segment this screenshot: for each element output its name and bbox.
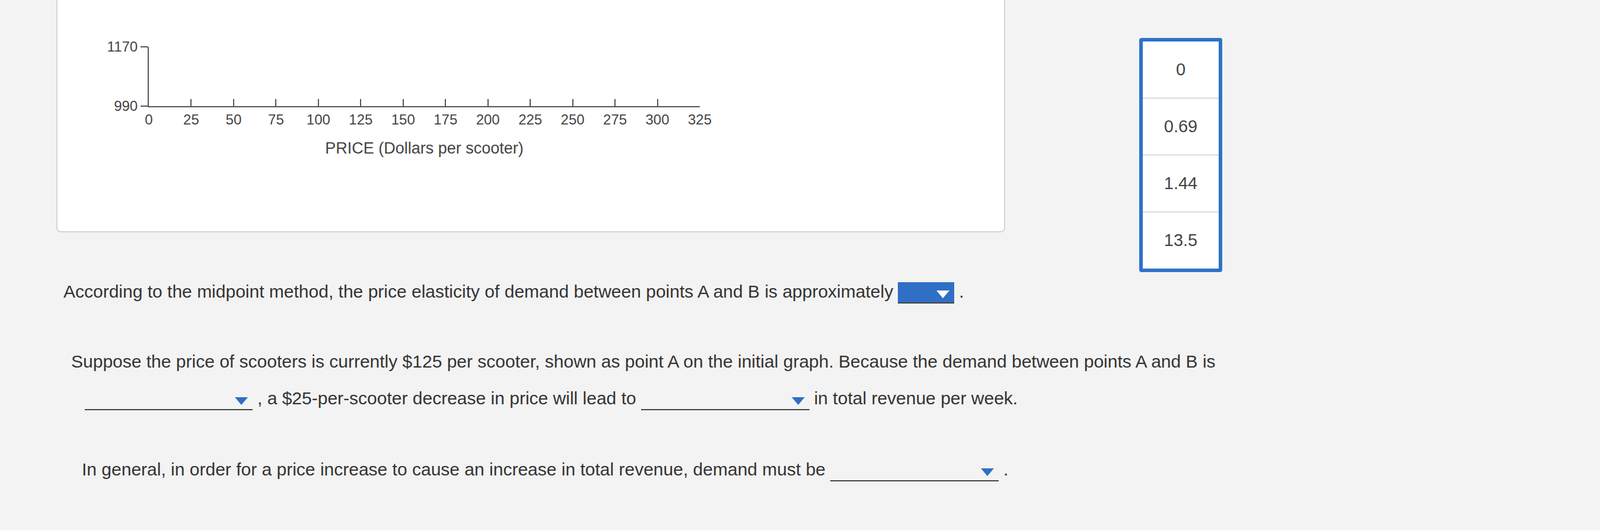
html-text:According to the midpoint meth: According to the midpoint method, the pr…: [63, 281, 894, 302]
html-text:13.5: 13.5: [1164, 230, 1198, 250]
svg-text:PRICE (Dollars per scooter): PRICE (Dollars per scooter): [324, 139, 524, 158]
svg-text:25: 25: [183, 111, 200, 128]
html-text:1.44: 1.44: [1164, 173, 1198, 193]
svg-text:1170: 1170: [107, 38, 139, 55]
html-text:Suppose the price of scooters: Suppose the price of scooters is current…: [71, 351, 1216, 372]
svg-text:150: 150: [391, 111, 416, 128]
html-text:0: 0: [1175, 59, 1186, 79]
svg-text:200: 200: [476, 111, 500, 128]
svg-text:50: 50: [225, 111, 242, 128]
html-text:0.69: 0.69: [1164, 116, 1198, 136]
svg-text:225: 225: [518, 111, 543, 128]
html-text:in total revenue per week.: in total revenue per week.: [814, 388, 1018, 409]
svg-text:300: 300: [645, 111, 670, 128]
svg-text:125: 125: [348, 111, 373, 128]
svg-text:75: 75: [268, 111, 285, 128]
html-text:, a $25-per-scooter decrease i: , a $25-per-scooter decrease in price wi…: [257, 388, 637, 409]
svg-text:325: 325: [687, 111, 712, 128]
html-text:In general, in order for a pri: In general, in order for a price increas…: [81, 459, 826, 480]
svg-text:0: 0: [144, 111, 153, 128]
svg-text:100: 100: [306, 111, 331, 128]
svg-text:990: 990: [113, 97, 138, 114]
svg-text:250: 250: [561, 111, 585, 128]
svg-text:175: 175: [433, 111, 458, 128]
svg-text:275: 275: [603, 111, 627, 128]
